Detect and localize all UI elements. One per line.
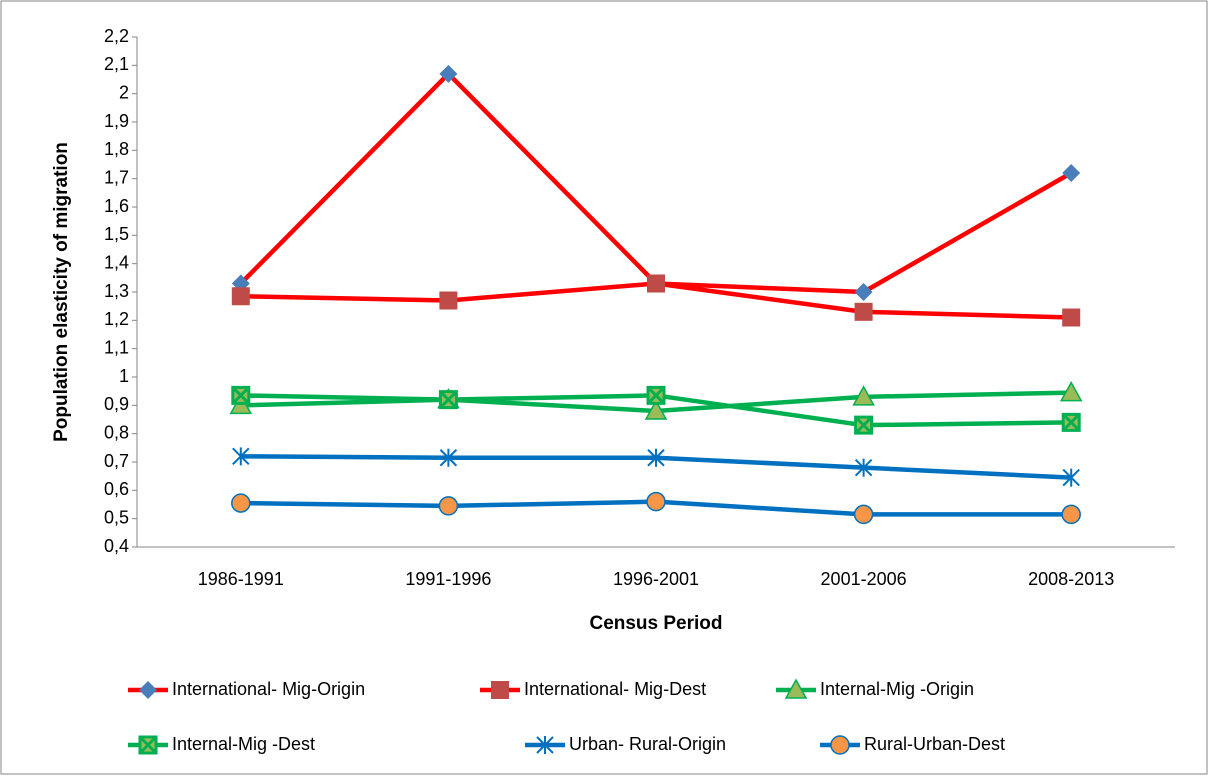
marker bbox=[854, 283, 873, 301]
legend-label: Rural-Urban-Dest bbox=[864, 734, 1005, 754]
legend-item: Internal-Mig -Dest bbox=[128, 734, 315, 755]
y-tick-label: 2,1 bbox=[104, 54, 129, 74]
marker bbox=[231, 493, 251, 513]
y-tick-label: 1,5 bbox=[104, 224, 129, 244]
marker bbox=[853, 504, 874, 525]
y-tick-label: 0,4 bbox=[104, 536, 129, 556]
y-tick-label: 2 bbox=[119, 82, 129, 102]
y-tick-label: 1,6 bbox=[104, 196, 129, 216]
marker bbox=[439, 448, 458, 467]
marker bbox=[1062, 468, 1080, 487]
legend-label: Internal-Mig -Dest bbox=[172, 734, 315, 754]
legend-marker bbox=[784, 678, 808, 699]
legend-marker bbox=[830, 735, 850, 755]
marker bbox=[854, 415, 874, 435]
marker bbox=[1062, 164, 1081, 182]
marker bbox=[854, 302, 873, 321]
marker bbox=[231, 385, 251, 405]
y-tick-label: 1,4 bbox=[104, 252, 129, 272]
legend-label: International- Mig-Dest bbox=[524, 679, 706, 699]
legend-marker bbox=[138, 735, 158, 755]
legend-item: Urban- Rural-Origin bbox=[525, 734, 726, 754]
y-axis-title: Population elasticity of migration bbox=[51, 142, 72, 442]
x-tick-label: 1986-1991 bbox=[198, 569, 284, 589]
legend-marker bbox=[536, 736, 554, 754]
marker bbox=[644, 399, 668, 420]
y-tick-label: 1,1 bbox=[104, 337, 129, 357]
y-tick-label: 1,2 bbox=[104, 309, 129, 329]
marker bbox=[1062, 308, 1081, 327]
marker bbox=[647, 448, 665, 467]
marker bbox=[852, 385, 875, 406]
y-tick-label: 1,8 bbox=[104, 139, 129, 159]
y-tick-label: 0,5 bbox=[104, 507, 129, 527]
legend-label: International- Mig-Origin bbox=[172, 679, 365, 699]
marker bbox=[439, 291, 458, 310]
y-tick-label: 1,9 bbox=[104, 111, 129, 131]
marker bbox=[854, 458, 873, 477]
x-tick-label: 2008-2013 bbox=[1028, 569, 1114, 589]
legend-item: International- Mig-Dest bbox=[480, 679, 706, 699]
marker bbox=[1059, 381, 1083, 402]
legend-label: Internal-Mig -Origin bbox=[820, 679, 974, 699]
y-tick-label: 0,9 bbox=[104, 394, 129, 414]
x-tick-label: 1991-1996 bbox=[405, 569, 491, 589]
x-tick-label: 2001-2006 bbox=[821, 569, 907, 589]
y-tick-label: 2,2 bbox=[104, 26, 129, 46]
marker bbox=[231, 287, 250, 306]
marker bbox=[647, 274, 665, 293]
marker bbox=[646, 385, 666, 405]
marker bbox=[232, 447, 250, 466]
y-tick-label: 0,7 bbox=[104, 451, 129, 471]
x-tick-label: 1996-2001 bbox=[613, 569, 699, 589]
marker bbox=[438, 496, 459, 516]
legend-item: Internal-Mig -Origin bbox=[776, 678, 974, 699]
legend-item: Rural-Urban-Dest bbox=[820, 734, 1005, 755]
y-tick-label: 1,3 bbox=[104, 281, 129, 301]
marker bbox=[438, 390, 458, 410]
legend-marker bbox=[139, 681, 157, 699]
y-tick-label: 0,6 bbox=[104, 479, 129, 499]
legend-marker bbox=[491, 681, 509, 699]
marker bbox=[439, 64, 458, 83]
y-tick-label: 0,8 bbox=[104, 422, 129, 442]
legend-label: Urban- Rural-Origin bbox=[569, 734, 726, 754]
y-tick-label: 1 bbox=[119, 366, 129, 386]
legend-item: International- Mig-Origin bbox=[128, 679, 365, 699]
marker bbox=[1061, 504, 1081, 525]
marker bbox=[1061, 412, 1081, 432]
marker bbox=[646, 491, 666, 512]
x-axis-title: Census Period bbox=[589, 613, 722, 634]
y-tick-label: 1,7 bbox=[104, 167, 129, 187]
